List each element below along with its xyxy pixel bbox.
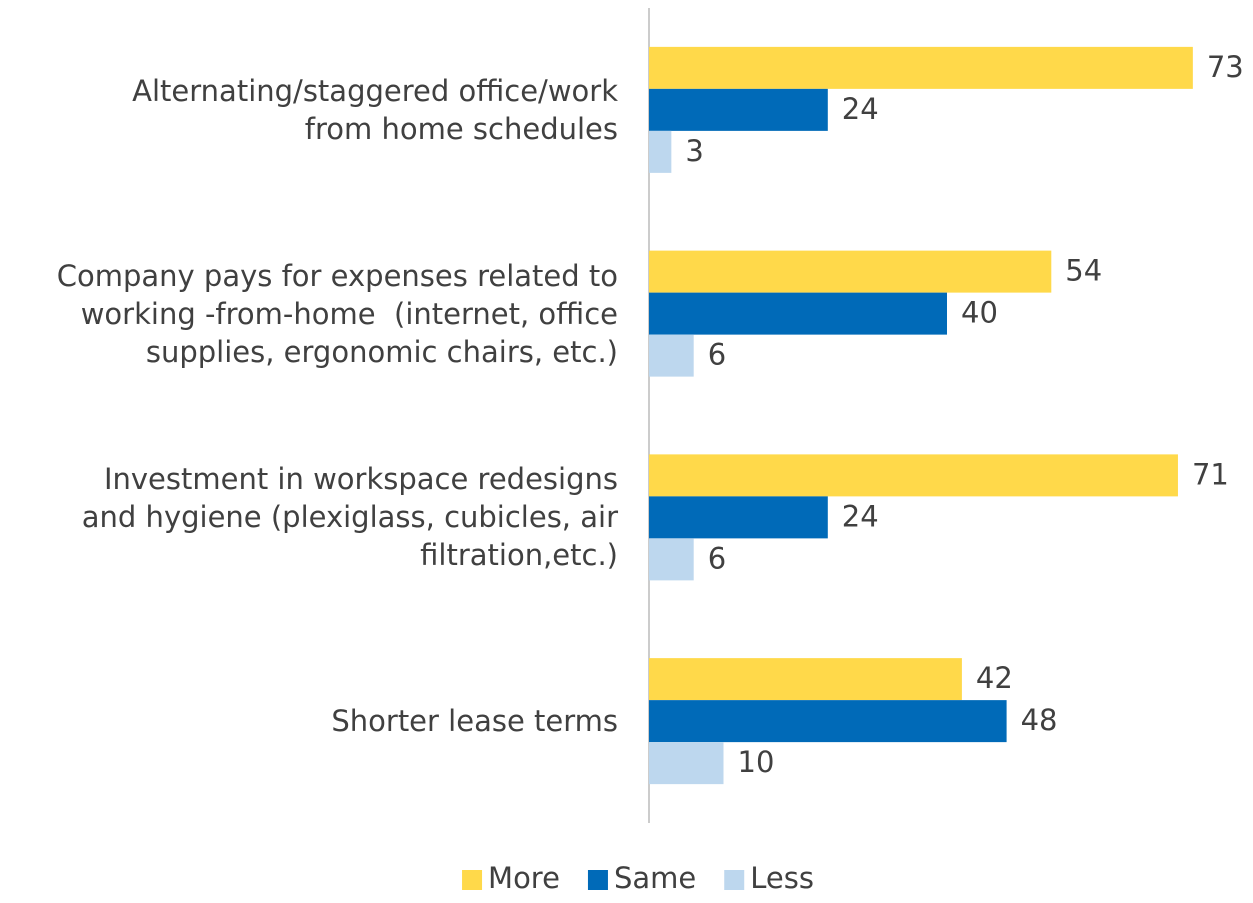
data-label: 3 [685, 134, 703, 168]
legend-label: Same [614, 861, 696, 895]
bar [649, 250, 1052, 293]
data-label: 40 [961, 296, 998, 330]
category-label: Alternating/staggered office/work from h… [132, 73, 618, 146]
data-label: 6 [708, 338, 726, 372]
bar [649, 742, 724, 785]
bar [649, 700, 1007, 743]
legend-label: More [488, 861, 560, 895]
bar [649, 658, 962, 701]
data-label: 42 [976, 661, 1013, 695]
legend-swatch [462, 870, 483, 890]
bar [649, 46, 1193, 89]
bar [649, 130, 672, 173]
bar [649, 292, 947, 335]
category-label: Shorter lease terms [331, 704, 618, 739]
bar [649, 538, 694, 581]
category-label: Investment in workspace redesigns and hy… [81, 462, 618, 573]
legend-swatch [587, 870, 608, 890]
data-label: 71 [1192, 457, 1229, 491]
legend-swatch [724, 870, 745, 890]
bar [649, 334, 694, 377]
data-label: 73 [1207, 50, 1244, 84]
bar [649, 88, 828, 131]
bar [649, 454, 1178, 497]
legend-label: Less [750, 861, 814, 895]
data-label: 54 [1065, 254, 1102, 288]
data-label: 24 [842, 92, 879, 126]
data-label: 10 [738, 745, 775, 779]
bar [649, 496, 828, 539]
data-label: 6 [708, 541, 726, 575]
category-label: Company pays for expenses related to wor… [56, 258, 618, 369]
data-label: 24 [842, 499, 879, 533]
data-label: 48 [1021, 703, 1058, 737]
